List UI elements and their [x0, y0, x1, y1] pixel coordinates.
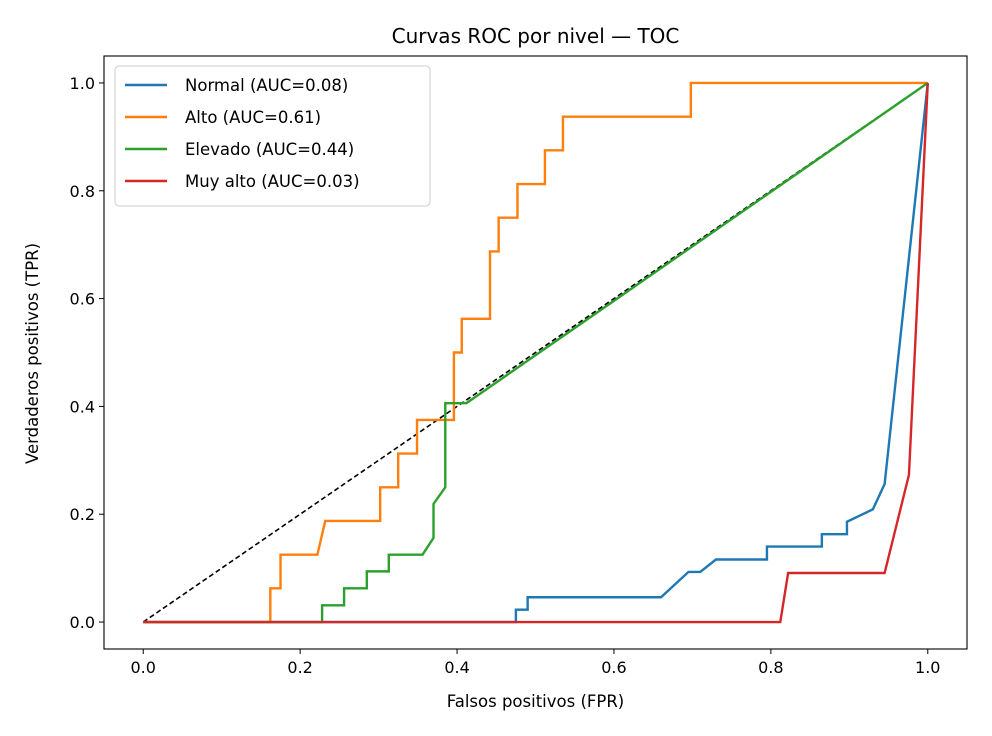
y-tick-label: 1.0	[70, 74, 95, 93]
series-line-2	[143, 81, 928, 624]
y-tick-label: 0.0	[70, 613, 95, 632]
x-tick-label: 0.4	[444, 658, 469, 677]
y-axis-label: Verdaderos positivos (TPR)	[23, 243, 42, 464]
y-tick-label: 0.8	[70, 182, 95, 201]
x-tick-label: 0.6	[601, 658, 626, 677]
axes: 0.0 0.2 0.4 0.6 0.8 1.0 0.0 0.2 0.4 0.6 0.8 1.0	[70, 55, 968, 677]
y-tick-label: 0.4	[70, 397, 95, 416]
legend: Normal (AUC=0.08) Alto (AUC=0.61) Elevado …	[114, 65, 431, 207]
series-line-4	[143, 82, 929, 624]
legend-label-1: Normal (AUC=0.08)	[185, 76, 348, 95]
legend-label-4: Muy alto (AUC=0.03)	[185, 172, 360, 191]
plot-area	[142, 81, 929, 624]
series-line-1	[143, 82, 929, 624]
legend-label-2: Alto (AUC=0.61)	[185, 108, 321, 127]
x-tick-label: 0.0	[131, 658, 156, 677]
x-tick-label: 0.2	[287, 658, 312, 677]
y-tick-label: 0.2	[70, 505, 95, 524]
legend-label-3: Elevado (AUC=0.44)	[185, 140, 354, 159]
series-line-3	[143, 81, 929, 624]
chart-title: Curvas ROC por nivel — TOC	[392, 24, 680, 48]
x-tick-label: 0.8	[758, 658, 783, 677]
x-tick-label: 1.0	[915, 658, 940, 677]
legend-box	[114, 65, 431, 207]
axes-frame	[103, 55, 968, 650]
x-axis-label: Falsos positivos (FPR)	[447, 692, 625, 711]
y-tick-label: 0.6	[70, 290, 95, 309]
